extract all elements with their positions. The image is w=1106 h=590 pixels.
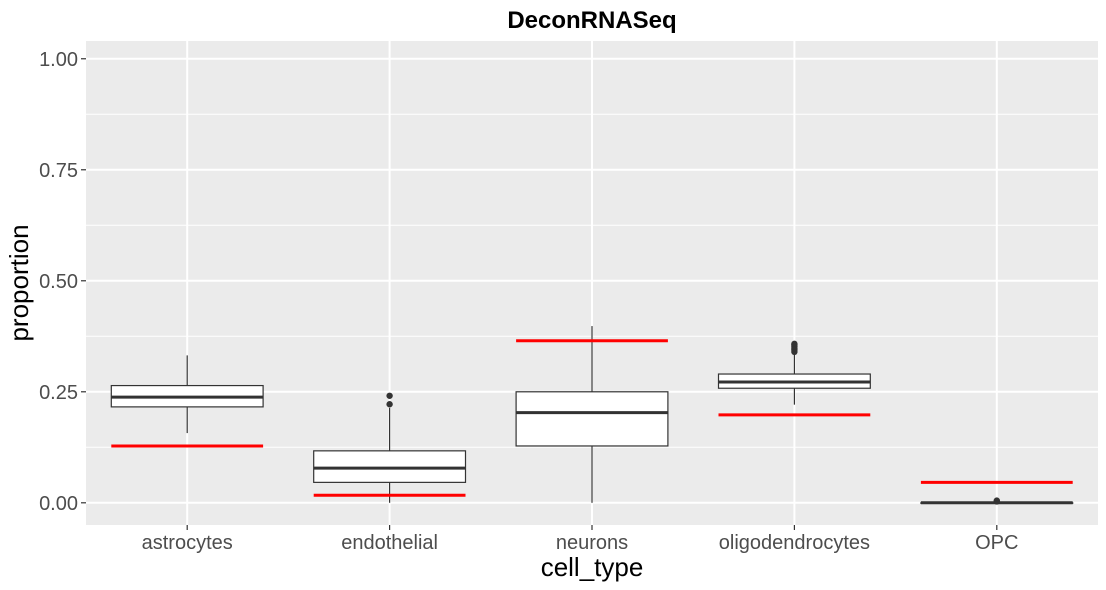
box-OPC <box>920 497 1074 505</box>
outlier-point <box>386 401 393 408</box>
y-tick-label: 0.25 <box>39 382 78 404</box>
box-oligodendrocytes <box>717 340 871 405</box>
boxes <box>110 326 1074 505</box>
box-body <box>313 450 467 483</box>
x-tick-label: oligodendrocytes <box>719 532 870 554</box>
chart-title: DeconRNASeq <box>507 7 676 34</box>
y-tick-label: 0.50 <box>39 271 78 293</box>
box-body <box>515 391 669 447</box>
outlier-point <box>386 392 393 399</box>
box-astrocytes <box>110 355 264 434</box>
x-tick-label: OPC <box>975 532 1018 554</box>
y-axis-title: proportion <box>4 224 34 341</box>
x-axis: astrocytes endothelial neurons oligodendroc… <box>142 525 1018 554</box>
y-tick-label: 1.00 <box>39 49 78 71</box>
y-tick-label: 0.00 <box>39 493 78 515</box>
y-tick-label: 0.75 <box>39 160 78 182</box>
outlier-point <box>993 497 1000 504</box>
outlier-point <box>791 340 798 348</box>
x-tick-label: astrocytes <box>142 532 233 554</box>
y-axis: 0.00 0.25 0.50 0.75 1.00 <box>39 49 86 515</box>
box-endothelial <box>313 392 467 503</box>
box-neurons <box>515 326 669 503</box>
x-tick-label: endothelial <box>341 532 438 554</box>
x-tick-label: neurons <box>556 532 628 554</box>
x-axis-title: cell_type <box>541 552 644 582</box>
reference-lines <box>111 339 1073 497</box>
